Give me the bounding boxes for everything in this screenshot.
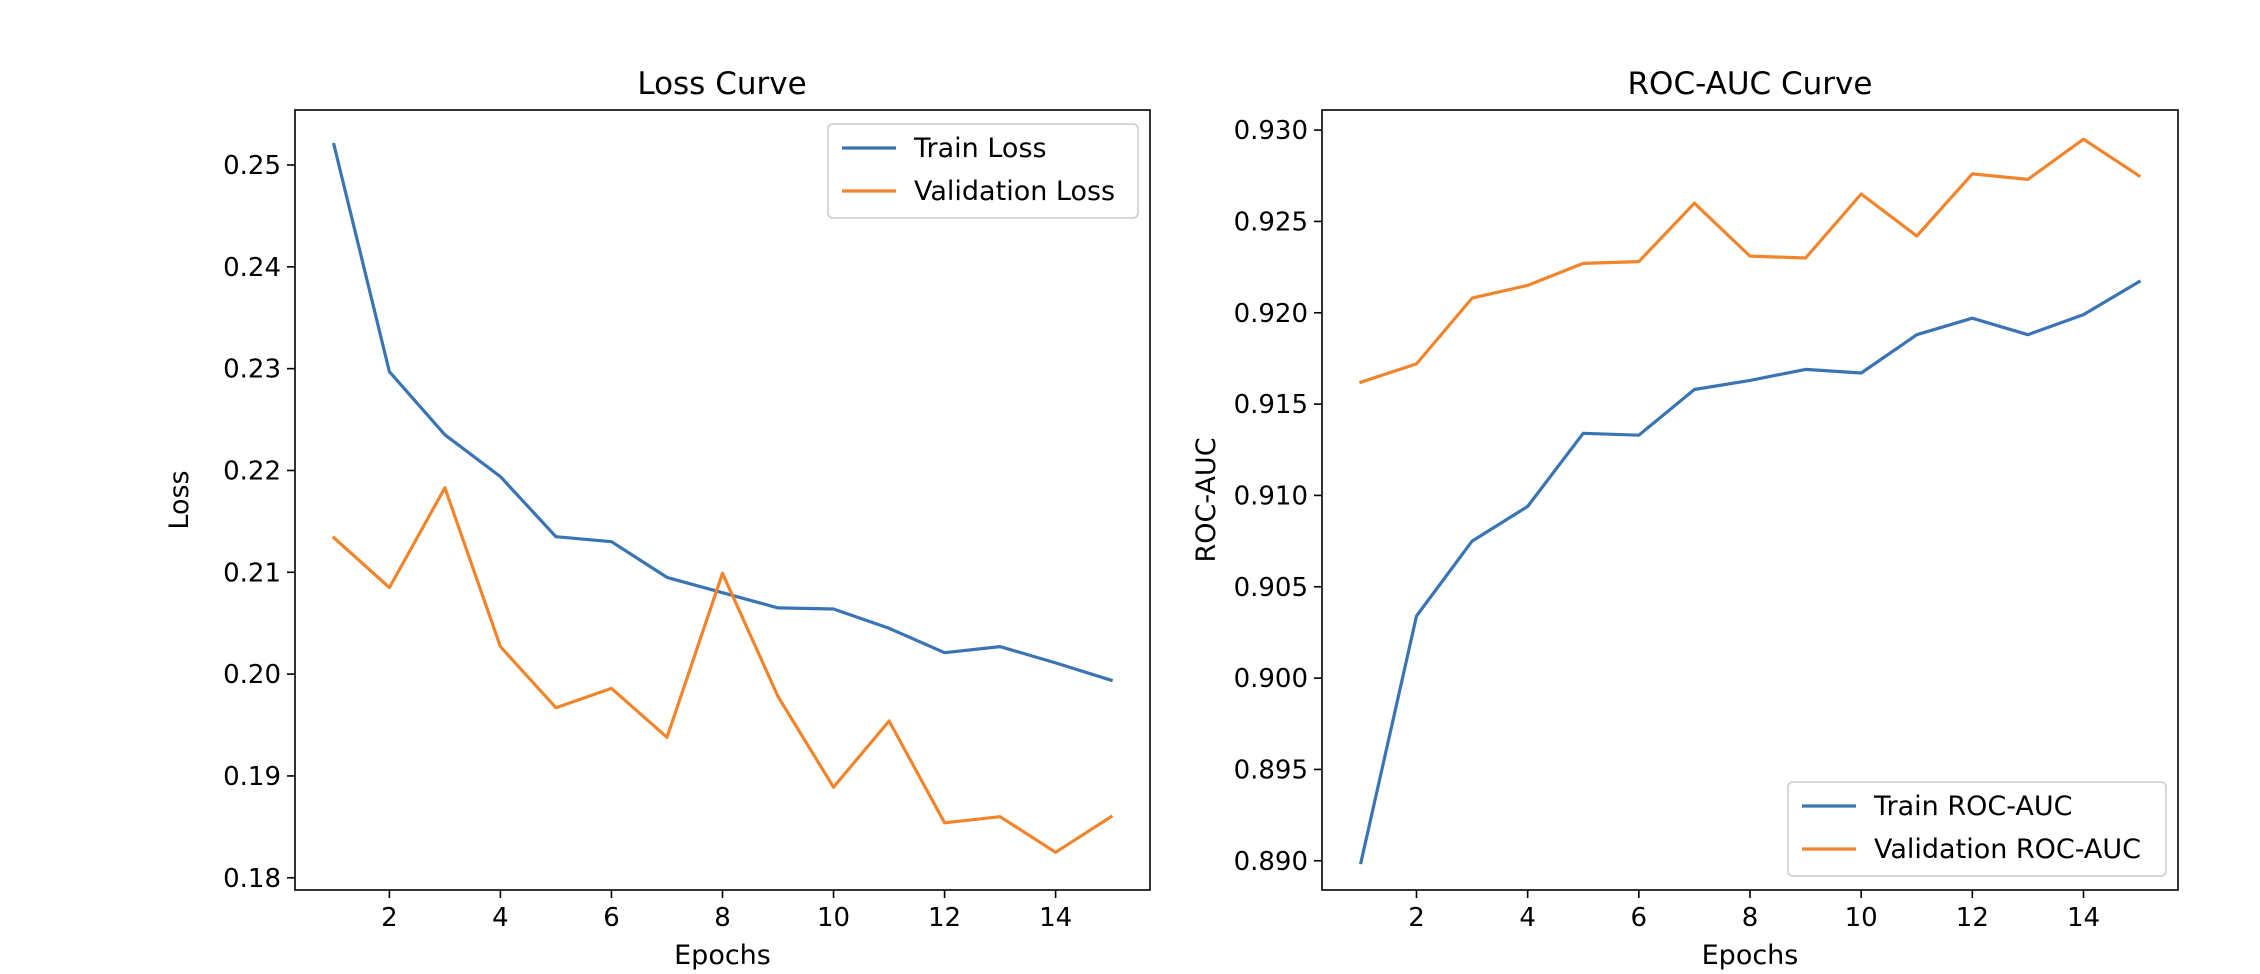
legend-box [827,123,1139,219]
axes-frame [294,109,1151,891]
legend-label-1: Train ROC-AUC [1873,791,2072,822]
legend: Train ROC-AUC Validation ROC-AUC [1787,781,2167,877]
y-tick-label: 0.25 [223,151,281,181]
legend: Train Loss Validation Loss [827,123,1139,219]
x-tick-label: 10 [817,903,850,933]
x-tick-label: 10 [1845,903,1878,933]
y-tick-label: 0.915 [1234,390,1308,420]
y-tick-label: 0.21 [223,558,281,588]
y-tick-label: 0.920 [1234,299,1308,329]
y-tick-label: 0.900 [1234,664,1308,694]
x-tick-label: 2 [381,903,398,933]
chart-title: ROC-AUC Curve [1628,66,1873,102]
x-axis-label: Epochs [674,940,771,971]
y-tick-label: 0.910 [1234,481,1308,511]
series-line-1 [331,142,1114,683]
y-tick-label: 0.18 [223,864,281,894]
chart-panel-1: Loss Curve 2 4 6 8 10 12 14 0.18 0.19 0.20 0.21 0.22… [164,66,1151,971]
y-tick-label: 0.19 [223,762,281,792]
legend-box [1787,781,2167,877]
y-tick-label: 0.895 [1234,755,1308,785]
y-tick-label: 0.905 [1234,573,1308,603]
x-tick-label: 4 [1519,903,1536,933]
y-axis-label: ROC-AUC [1191,437,1222,562]
x-tick-label: 6 [1631,903,1648,933]
y-tick-label: 0.890 [1234,847,1308,877]
y-tick-label: 0.930 [1234,116,1308,146]
y-tick-label: 0.925 [1234,207,1308,237]
y-tick-label: 0.23 [223,355,281,385]
chart-title: Loss Curve [637,66,806,102]
x-tick-label: 4 [492,903,509,933]
x-axis-label: Epochs [1702,940,1799,971]
series-line-1 [1358,279,2142,865]
x-tick-label: 12 [1956,903,1989,933]
series-line-2 [331,486,1114,854]
x-tick-label: 14 [2067,903,2100,933]
x-tick-label: 14 [1039,903,1072,933]
y-tick-label: 0.24 [223,253,281,283]
x-tick-label: 6 [603,903,620,933]
x-tick-label: 8 [1742,903,1759,933]
legend-label-2: Validation ROC-AUC [1874,834,2141,865]
chart-panel-2: ROC-AUC Curve 2 4 6 8 10 12 14 0.890 0.895 0.900 0.… [1191,66,2179,971]
axes-frame [1321,109,2179,891]
y-tick-label: 0.22 [223,456,281,486]
series-line-2 [1358,137,2142,385]
x-tick-label: 2 [1408,903,1425,933]
legend-label-1: Train Loss [913,133,1047,164]
y-tick-label: 0.20 [223,660,281,690]
legend-label-2: Validation Loss [914,176,1115,207]
y-axis-label: Loss [164,470,195,529]
x-tick-label: 12 [928,903,961,933]
x-tick-label: 8 [714,903,731,933]
